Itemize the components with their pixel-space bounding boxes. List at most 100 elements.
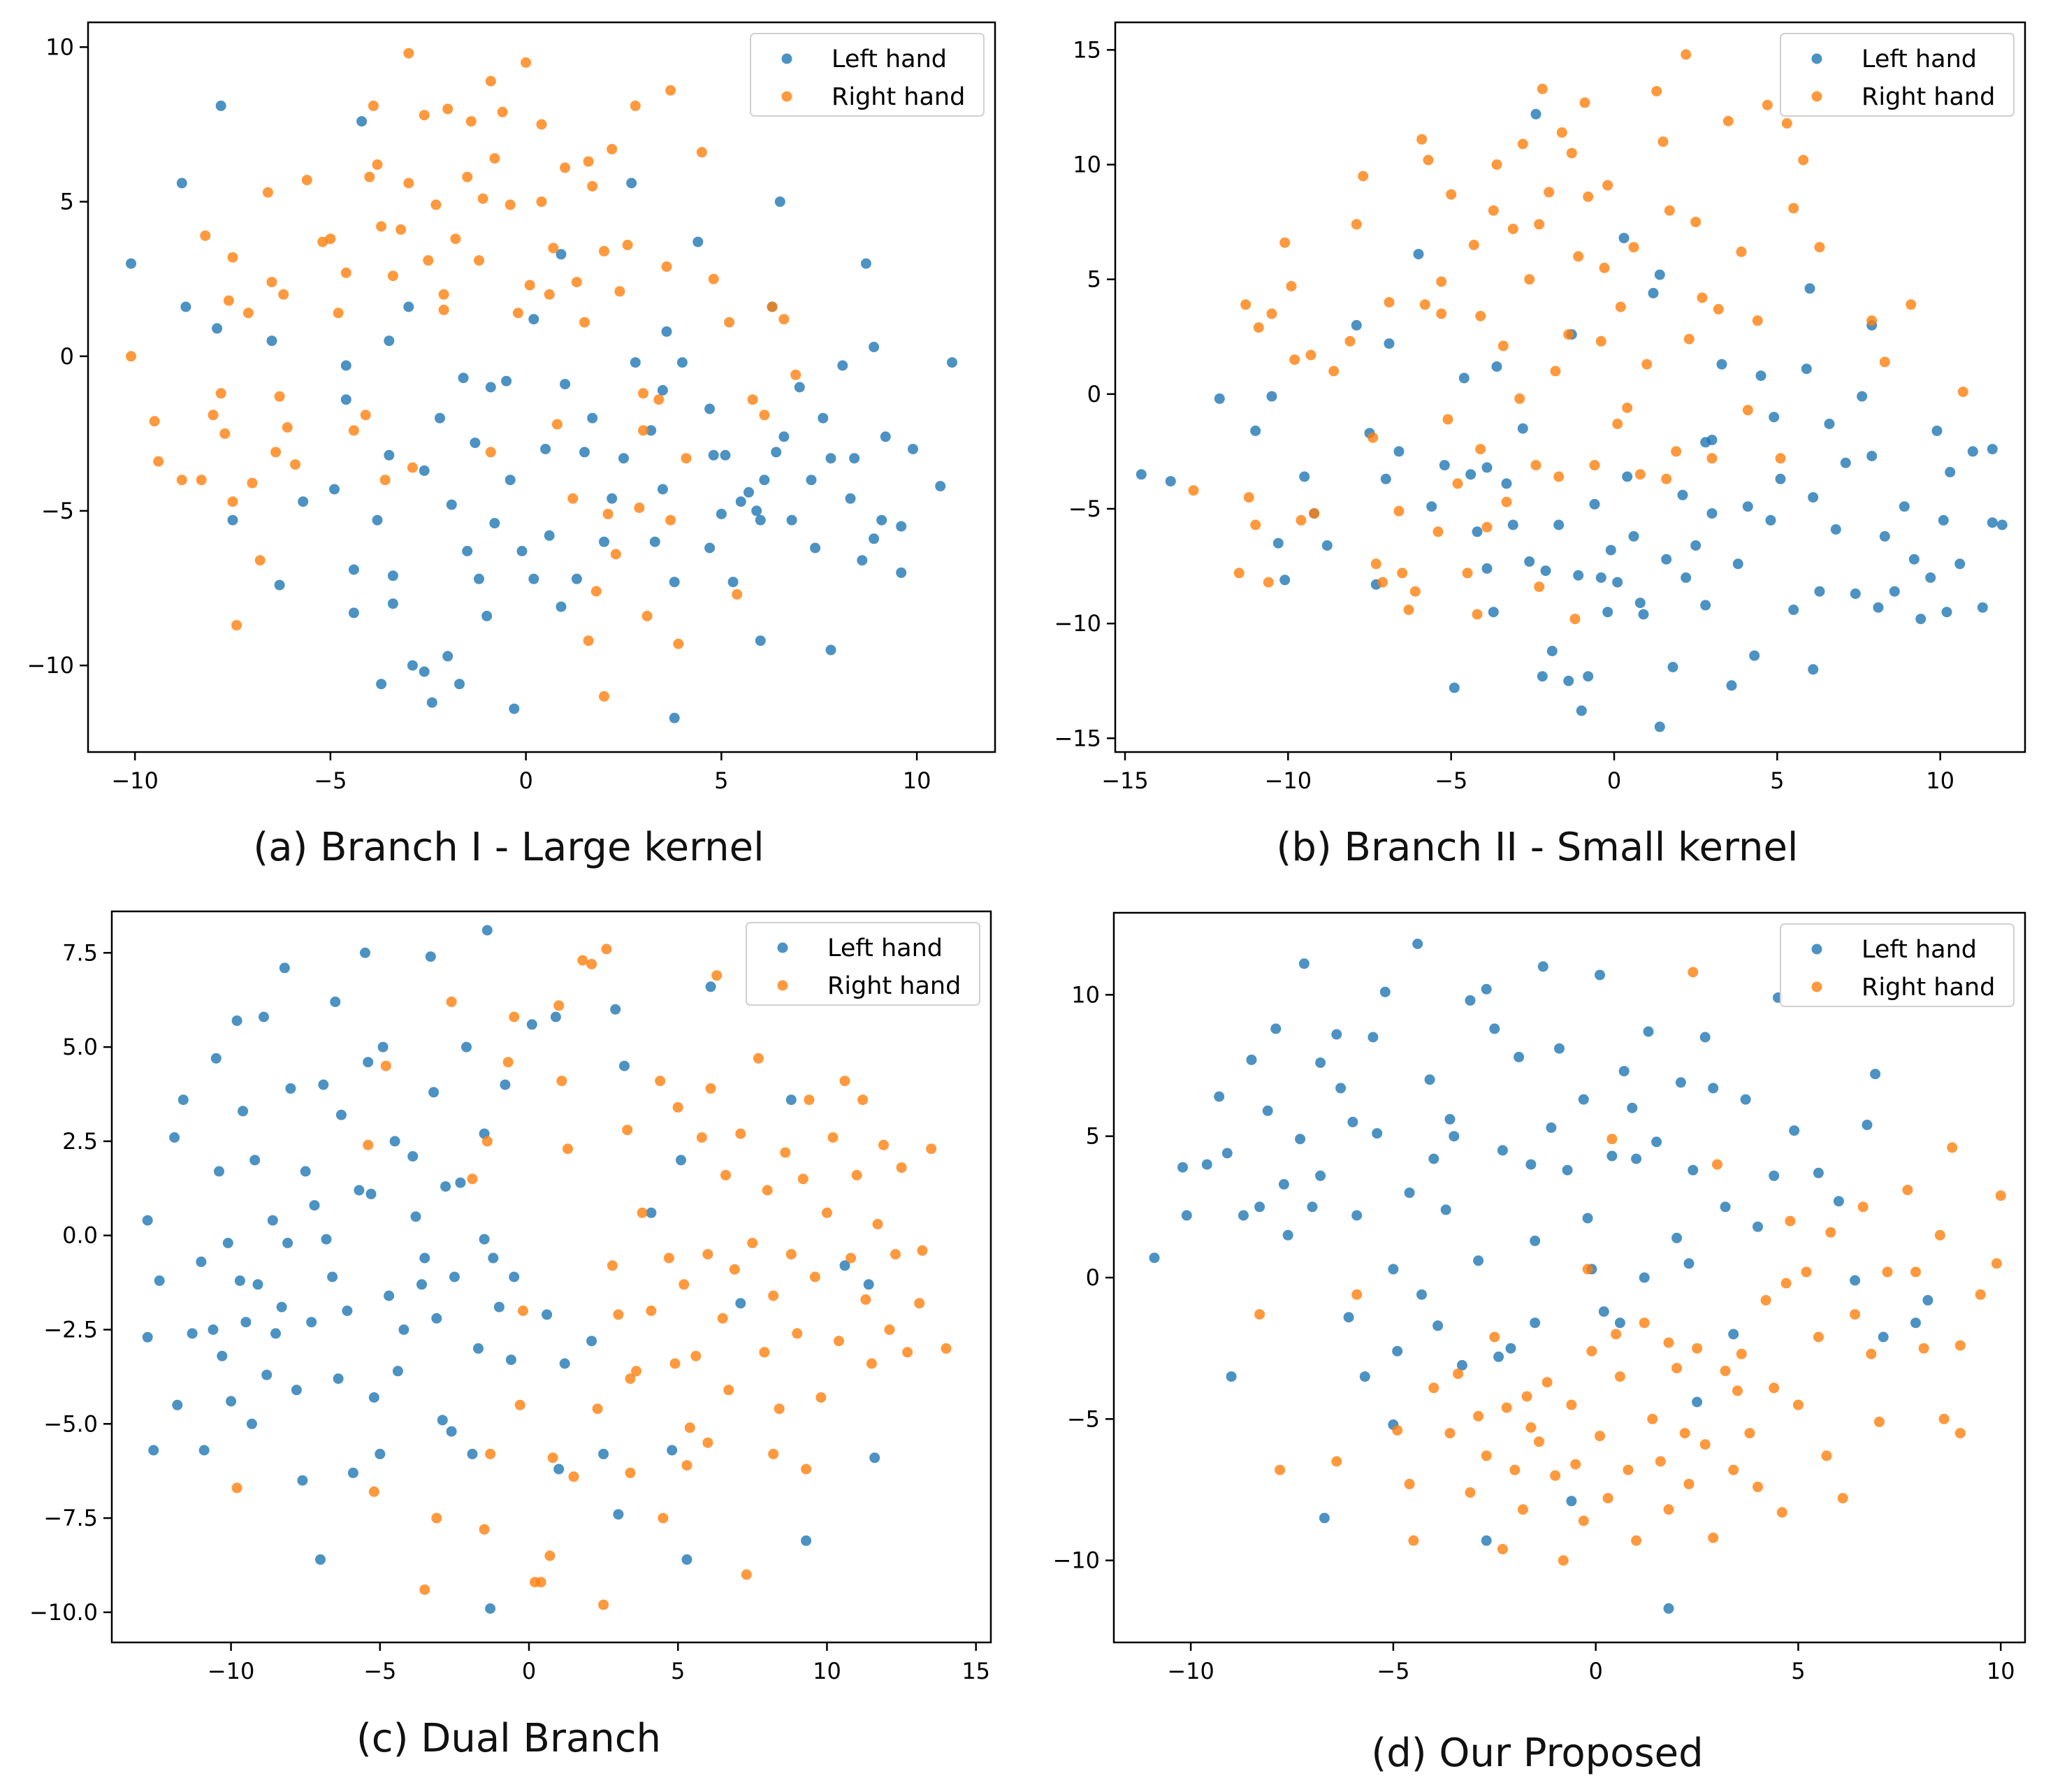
- data-point: [1423, 154, 1434, 166]
- data-point: [327, 1271, 338, 1282]
- data-point: [598, 1448, 609, 1459]
- data-point: [729, 1264, 740, 1275]
- data-point: [1432, 1320, 1444, 1331]
- data-point: [1627, 1102, 1638, 1113]
- data-point: [548, 243, 559, 254]
- data-point: [493, 1301, 505, 1313]
- data-point: [172, 1399, 183, 1410]
- data-point: [1612, 577, 1623, 588]
- y-tick-label: 2.5: [62, 1128, 98, 1155]
- data-point: [372, 514, 383, 526]
- data-point: [1501, 478, 1512, 489]
- data-point: [1489, 1331, 1500, 1343]
- data-point: [663, 1252, 674, 1264]
- data-point: [365, 1188, 377, 1199]
- data-point: [1488, 205, 1499, 216]
- data-point: [613, 1509, 624, 1520]
- data-point: [1925, 572, 1936, 583]
- data-point: [774, 1403, 785, 1415]
- data-point: [1384, 338, 1395, 349]
- data-point: [1393, 446, 1405, 457]
- data-point: [1275, 1464, 1286, 1475]
- data-point: [1775, 473, 1786, 484]
- data-point: [869, 342, 880, 352]
- data-point: [676, 1155, 686, 1166]
- data-point: [1481, 462, 1493, 473]
- data-point: [1416, 133, 1428, 145]
- data-point: [692, 236, 704, 247]
- data-point: [1481, 563, 1493, 574]
- data-point: [1309, 508, 1320, 519]
- data-point: [1708, 1532, 1719, 1543]
- data-point: [1497, 340, 1509, 352]
- data-point: [1987, 517, 1998, 528]
- data-point: [1462, 568, 1473, 579]
- panel-a-scatter: −10 −5 0 5 10 −10 −5 0 5 10 Left hand Right hand: [27, 21, 996, 794]
- data-point: [360, 947, 370, 958]
- data-point: [262, 187, 273, 198]
- data-point: [1456, 1359, 1467, 1371]
- data-point: [291, 1385, 302, 1396]
- data-point: [198, 1445, 210, 1456]
- x-tick-label: 0: [1588, 1658, 1602, 1684]
- data-point: [1712, 1159, 1722, 1170]
- data-point: [607, 143, 618, 154]
- x-tick-label: 10: [903, 767, 931, 794]
- data-point: [1683, 1478, 1695, 1489]
- data-point: [1663, 1337, 1674, 1348]
- data-point: [1253, 322, 1264, 333]
- data-point: [846, 1252, 857, 1264]
- data-point: [1623, 1464, 1634, 1475]
- data-point: [1690, 540, 1702, 551]
- data-point: [630, 357, 641, 368]
- data-point: [1377, 577, 1388, 588]
- data-point: [196, 1256, 207, 1267]
- data-point: [587, 412, 598, 424]
- data-point: [785, 1249, 797, 1260]
- data-point: [1491, 159, 1502, 170]
- data-point: [426, 697, 437, 708]
- data-point: [1351, 219, 1362, 230]
- data-point: [1240, 299, 1251, 310]
- data-point: [1507, 519, 1518, 530]
- data-point: [455, 1177, 466, 1188]
- data-point: [1692, 1343, 1703, 1354]
- data-point: [505, 1354, 516, 1366]
- data-point: [1708, 1083, 1719, 1094]
- data-point: [1428, 1382, 1439, 1394]
- data-point: [176, 178, 187, 189]
- data-point: [1449, 682, 1460, 693]
- data-point: [1497, 1145, 1508, 1156]
- data-point: [1677, 489, 1688, 500]
- data-point: [1481, 1450, 1492, 1461]
- data-point: [1413, 249, 1424, 260]
- series-right-hand: [126, 48, 801, 702]
- data-point: [704, 542, 716, 554]
- data-point: [1444, 1113, 1456, 1125]
- panel-d-scatter: −10 −5 0 5 10 −10 −5 0 5 10 Left hand Right hand: [1052, 911, 2026, 1684]
- data-point: [267, 1215, 278, 1226]
- data-point: [1458, 373, 1470, 384]
- data-point: [1661, 473, 1672, 484]
- data-point: [586, 959, 597, 969]
- data-point: [560, 162, 571, 173]
- data-point: [1922, 1294, 1933, 1306]
- data-point: [1530, 1235, 1541, 1246]
- data-point: [481, 1136, 493, 1147]
- y-tick-label: −10.0: [29, 1599, 98, 1626]
- data-point: [1661, 554, 1672, 565]
- y-tick-label: 5: [1087, 266, 1101, 293]
- data-point: [274, 579, 285, 591]
- data-point: [747, 394, 758, 405]
- leg-right-label: Right hand: [1862, 83, 1995, 111]
- data-point: [1760, 1294, 1771, 1306]
- data-point: [342, 1306, 353, 1316]
- data-point: [1475, 310, 1486, 321]
- data-point: [1289, 354, 1300, 366]
- data-point: [1866, 315, 1878, 326]
- data-point: [827, 1132, 839, 1143]
- data-point: [622, 240, 633, 250]
- data-point: [1873, 602, 1884, 613]
- data-point: [1866, 451, 1878, 461]
- data-point: [315, 1554, 326, 1565]
